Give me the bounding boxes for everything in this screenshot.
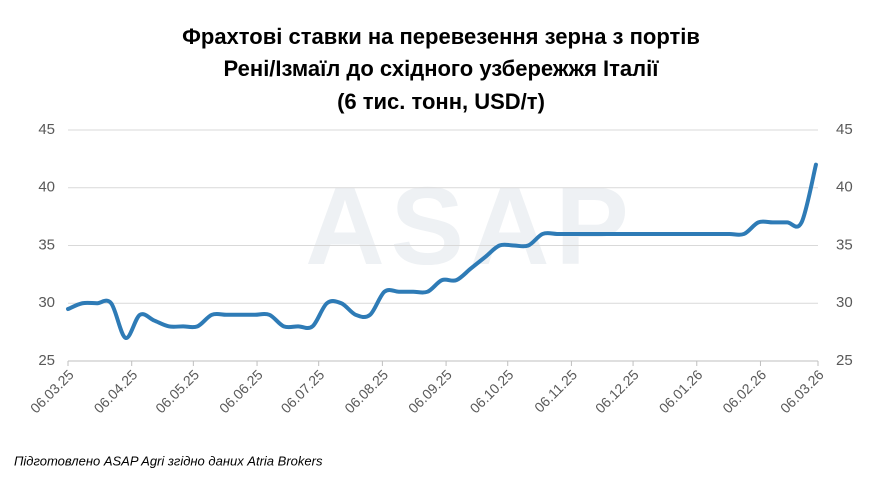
x-tick-label: 06.06.25 [216,366,266,416]
y-tick-label: 25 [38,352,55,369]
chart-title: Фрахтові ставки на перевезення зерна з п… [182,24,700,49]
y-tick-label: 35 [38,236,55,253]
watermark: ASAP [305,165,635,288]
x-tick-label: 06.07.25 [278,366,328,416]
x-tick-label: 06.12.25 [592,366,642,416]
x-tick-label: 06.11.25 [531,366,580,415]
x-tick-label: 06.05.25 [152,366,202,416]
y2-tick-label: 30 [836,294,853,311]
y2-tick-label: 40 [836,179,853,196]
chart-title: (6 тис. тонн, USD/т) [337,89,545,114]
series-line [66,162,818,340]
y-tick-label: 45 [38,121,55,138]
x-tick-label: 06.09.25 [405,366,455,416]
x-tick-label: 06.04.25 [91,366,141,416]
x-tick-label: 06.02.26 [719,366,769,416]
x-tick-label: 06.10.25 [467,366,517,416]
x-tick-label: 06.08.25 [341,366,391,416]
y-tick-label: 40 [38,179,55,196]
x-tick-label: 06.03.25 [27,366,77,416]
source-note: Підготовлено ASAP Agri згідно даних Atri… [14,453,323,468]
x-tick-label: 06.03.26 [777,366,827,416]
y-tick-label: 30 [38,294,55,311]
x-tick-label: 06.01.26 [656,366,706,416]
y2-tick-label: 25 [836,352,853,369]
y2-tick-label: 45 [836,121,853,138]
y2-tick-label: 35 [836,236,853,253]
chart-title: Рені/Ізмаїл до східного узбережжя Італії [224,56,660,81]
